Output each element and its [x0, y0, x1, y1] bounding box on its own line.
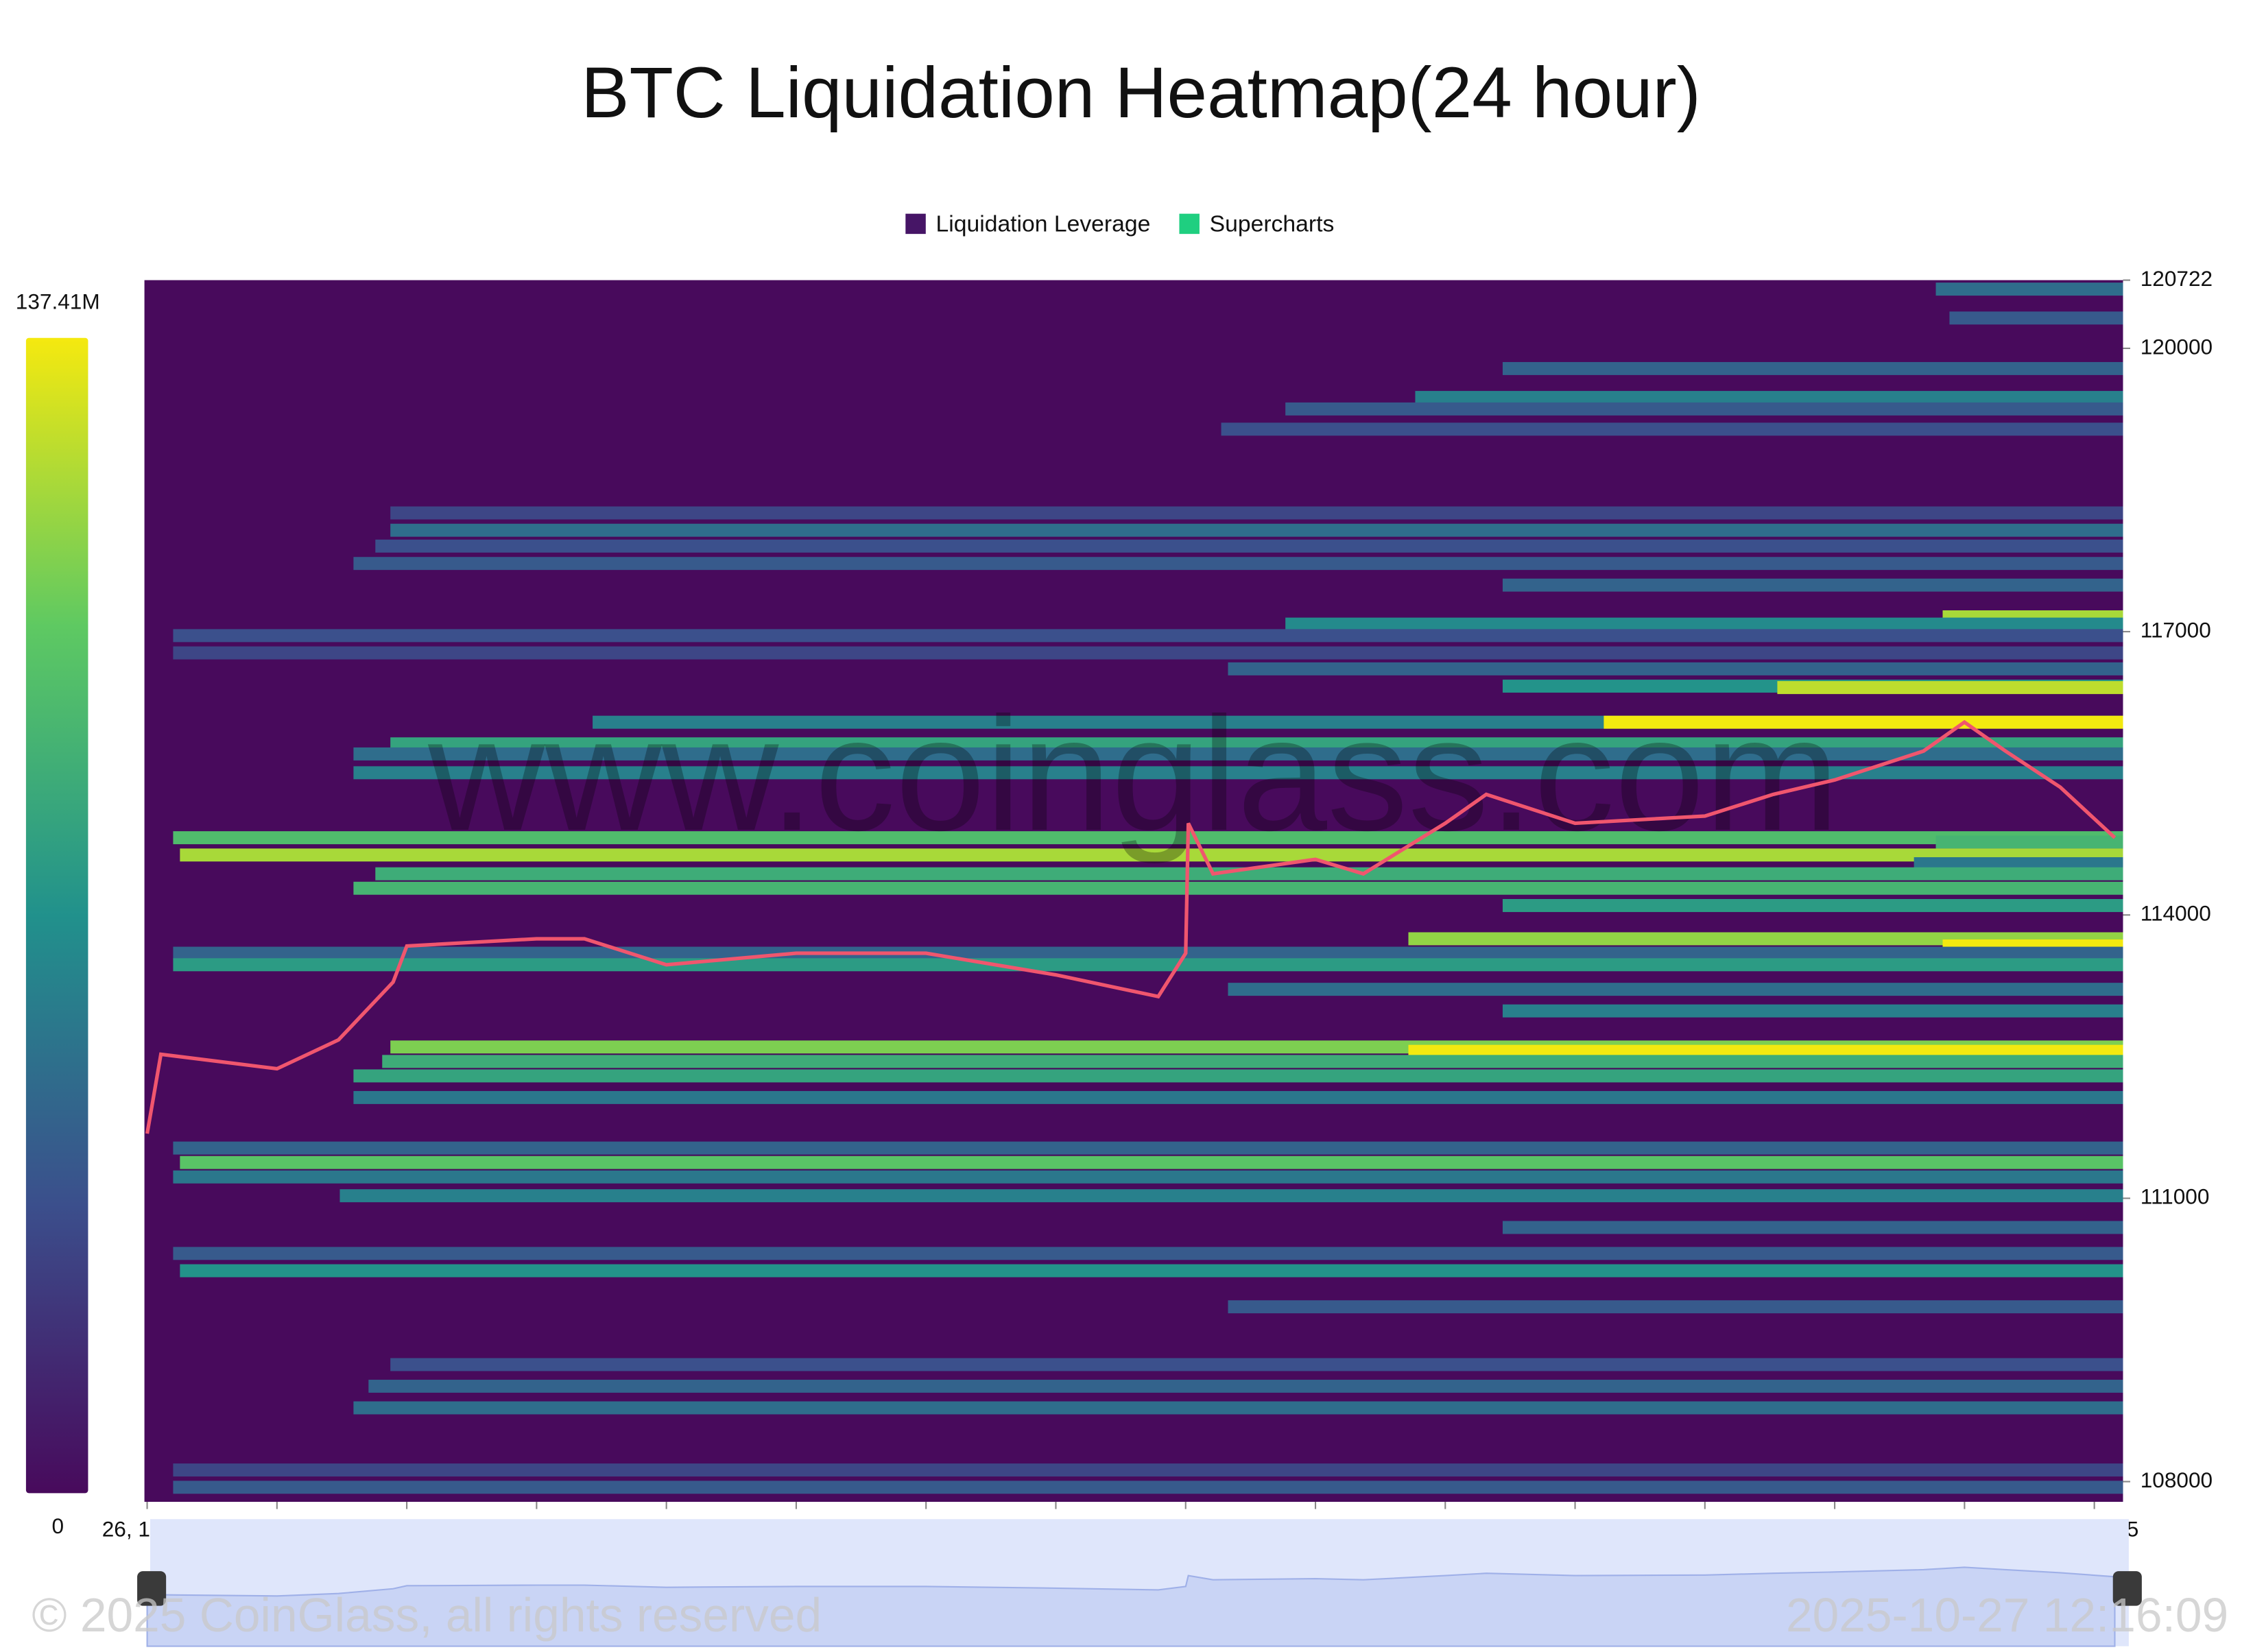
heat-band: [173, 1141, 2123, 1155]
slider-handle-right[interactable]: [2112, 1571, 2142, 1606]
heat-band: [1228, 662, 2123, 675]
preview-area: [146, 1566, 2116, 1647]
heat-band: [173, 1481, 2123, 1494]
timestamp: 2025-10-27 12:16:09: [1786, 1588, 2228, 1642]
heat-band: [173, 958, 2123, 972]
heat-band: [1914, 857, 2123, 870]
colorbar-label: 137.41M: [16, 289, 100, 314]
y-tick-label: 108000: [2141, 1468, 2213, 1492]
heat-band: [390, 737, 2123, 751]
heat-band: [1604, 715, 2123, 729]
heat-band: [375, 539, 2123, 553]
heat-band: [1285, 402, 2123, 416]
heat-band: [173, 1247, 2123, 1260]
heat-band: [173, 1170, 2123, 1184]
heat-band: [390, 1358, 2123, 1372]
heat-band: [1502, 1221, 2123, 1234]
heat-band: [180, 1156, 2123, 1169]
heat-band: [1935, 283, 2123, 296]
heat-band: [353, 881, 2123, 895]
heat-band: [339, 1189, 2123, 1203]
colorbar: [25, 337, 88, 1494]
y-tick-label: 120722: [2141, 266, 2213, 291]
heat-band: [1285, 617, 2123, 631]
heat-band: [1228, 1300, 2123, 1314]
heat-band: [375, 867, 2123, 881]
heat-band: [1502, 578, 2123, 592]
heat-band: [173, 831, 2123, 845]
heat-band: [1949, 311, 2123, 325]
heat-band: [1228, 983, 2123, 996]
heat-band: [353, 766, 2123, 780]
heat-band: [173, 1463, 2123, 1477]
heat-band: [390, 506, 2123, 520]
heat-band: [353, 557, 2123, 571]
heat-band: [1221, 422, 2123, 436]
heat-band: [1935, 835, 2123, 849]
heat-band: [180, 848, 2123, 862]
heat-band: [382, 1055, 2123, 1068]
heat-band: [353, 1069, 2123, 1083]
heat-band: [1502, 898, 2123, 912]
price-line: [145, 719, 2117, 1134]
heat-band: [353, 1401, 2123, 1415]
colorbar-label: 0: [51, 1513, 64, 1538]
range-preview: [146, 1566, 2116, 1647]
heat-band: [1415, 391, 2123, 405]
legend: Liquidation Leverage Supercharts: [905, 211, 1334, 237]
y-tick-label: 117000: [2141, 617, 2211, 642]
heat-band: [173, 946, 2123, 960]
legend-swatch: [905, 213, 926, 235]
heat-band: [1502, 361, 2123, 375]
chart-title: BTC Liquidation Heatmap(24 hour): [581, 53, 1701, 133]
heat-band: [1408, 1044, 2123, 1058]
legend-label: Liquidation Leverage: [936, 211, 1151, 237]
heat-band: [173, 646, 2123, 660]
y-tick-label: 111000: [2141, 1184, 2210, 1209]
heat-band: [368, 1379, 2123, 1393]
copyright: © 2025 CoinGlass, all rights reserved: [32, 1588, 822, 1642]
y-tick-label: 114000: [2141, 901, 2211, 926]
heat-band: [180, 1264, 2123, 1278]
slider-handle-left[interactable]: [137, 1571, 167, 1606]
watermark: www.coinglass.com: [427, 684, 1839, 864]
heat-band: [173, 629, 2123, 643]
legend-label: Supercharts: [1210, 211, 1335, 237]
heat-band: [1777, 681, 2123, 695]
heat-band: [353, 1090, 2123, 1104]
heat-band: [353, 747, 2123, 761]
heat-band: [390, 523, 2123, 537]
plot-area: www.coinglass.com: [144, 280, 2123, 1502]
y-tick-label: 120000: [2141, 334, 2213, 359]
heat-band: [1502, 1004, 2123, 1018]
legend-swatch: [1179, 213, 1200, 235]
